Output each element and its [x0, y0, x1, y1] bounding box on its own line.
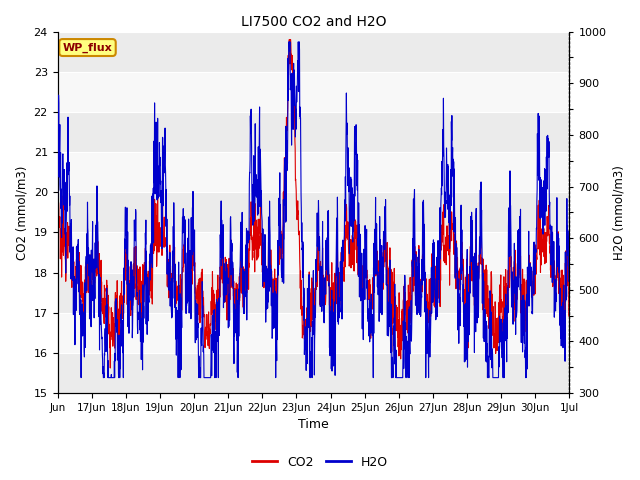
X-axis label: Time: Time: [298, 419, 329, 432]
Bar: [58, 232, 570, 273]
Bar: [58, 353, 570, 393]
Bar: [58, 32, 570, 72]
Bar: [58, 273, 570, 313]
Y-axis label: CO2 (mmol/m3): CO2 (mmol/m3): [15, 165, 28, 260]
Y-axis label: H2O (mmol/m3): H2O (mmol/m3): [612, 165, 625, 260]
Legend: CO2, H2O: CO2, H2O: [247, 451, 393, 474]
Bar: [58, 152, 570, 192]
Bar: [58, 313, 570, 353]
Bar: [58, 72, 570, 112]
Text: WP_flux: WP_flux: [63, 42, 113, 53]
Title: LI7500 CO2 and H2O: LI7500 CO2 and H2O: [241, 15, 386, 29]
Bar: [58, 112, 570, 152]
Bar: [58, 192, 570, 232]
